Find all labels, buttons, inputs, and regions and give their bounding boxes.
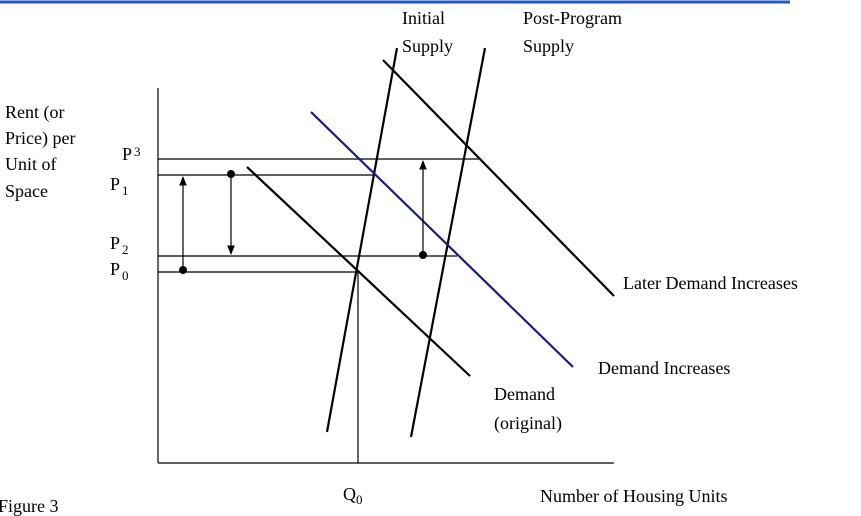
dot <box>227 170 235 178</box>
curve-label: Initial <box>402 8 445 28</box>
initial-supply-curve <box>325 47 399 433</box>
quantity-label: Q0 <box>343 484 363 507</box>
post-program-supply-curve <box>409 47 487 438</box>
curve-label: Post-Program <box>523 8 622 28</box>
curve-label: Supply <box>402 36 453 56</box>
x-axis-label: Number of Housing Units <box>540 486 728 506</box>
later-demand-curve <box>382 59 615 297</box>
curve-label: Later Demand Increases <box>623 273 798 293</box>
y-axis-label: Price) per <box>5 128 75 149</box>
y-axis-label: Space <box>5 181 48 201</box>
figure-label: Figure 3 <box>0 496 59 516</box>
dot <box>419 251 427 259</box>
curve-label: Demand Increases <box>598 358 730 378</box>
curve-label: Supply <box>523 36 574 56</box>
curve-label: (original) <box>494 413 562 434</box>
demand-increases-curve <box>310 111 574 368</box>
curve-label: Demand <box>494 384 555 404</box>
demand-original-curve <box>246 166 471 377</box>
y-axis-label: Rent (or <box>5 102 64 123</box>
y-axis-label: Unit of <box>5 154 57 174</box>
dot <box>179 266 187 274</box>
